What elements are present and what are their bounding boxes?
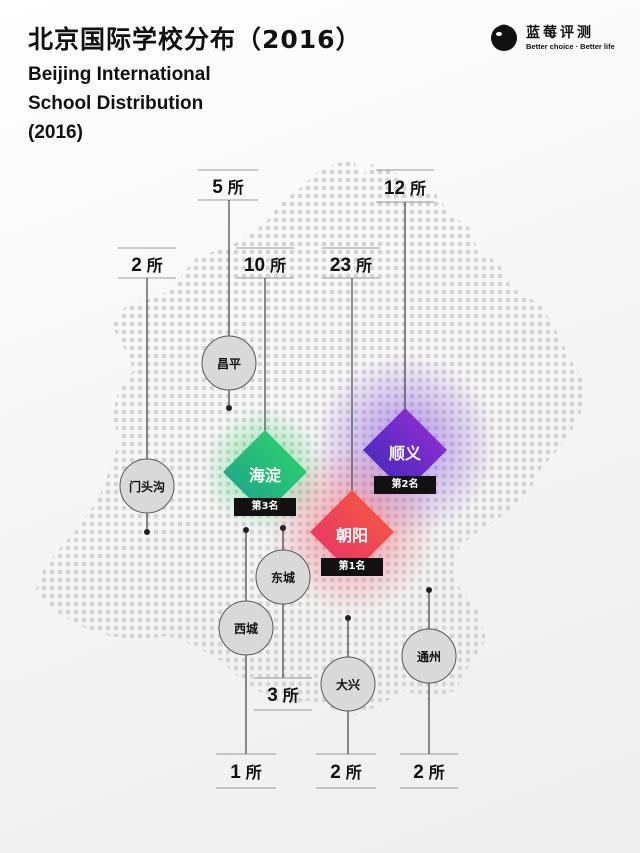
- label-haidian: 海淀: [248, 466, 281, 485]
- rank-badge-haidian: 第3名: [234, 498, 296, 516]
- subtitle-line-2: School Distribution: [28, 93, 204, 114]
- chaoyang-diamond: [310, 490, 394, 574]
- rank-badge-shunyi: 第2名: [374, 476, 436, 494]
- brand-logo: 蓝莓评测 Better choice · Better life: [488, 20, 618, 60]
- count-shunyi: 12 所: [383, 178, 427, 199]
- brand-name: 蓝莓评测: [526, 25, 594, 41]
- brand-slogan: Better choice · Better life: [526, 42, 615, 51]
- subtitle-line-3: (2016): [28, 122, 83, 143]
- label-mentougou: 门头沟: [128, 480, 165, 494]
- label-xicheng: 西城: [233, 622, 258, 636]
- blueberry-logo-icon: [491, 24, 517, 51]
- haidian-diamond: [223, 430, 307, 514]
- count-chaoyang: 23 所: [329, 255, 373, 276]
- label-tongzhou: 通州: [416, 650, 441, 664]
- count-haidian: 10 所: [243, 255, 287, 276]
- label-shunyi: 顺义: [388, 444, 421, 463]
- page-subtitle: Beijing International School Distributio…: [28, 60, 211, 147]
- leader-dots: [144, 405, 432, 621]
- page-title: 北京国际学校分布（2016）: [28, 25, 362, 54]
- district-circles: [119, 335, 457, 712]
- label-dongcheng: 东城: [270, 571, 295, 585]
- subtitle-line-1: Beijing International: [28, 64, 211, 85]
- rank-badge-chaoyang: 第1名: [321, 558, 383, 576]
- shunyi-diamond: [363, 408, 447, 492]
- label-daxing: 大兴: [335, 678, 360, 692]
- label-changping: 昌平: [216, 357, 241, 371]
- label-chaoyang: 朝阳: [335, 526, 368, 545]
